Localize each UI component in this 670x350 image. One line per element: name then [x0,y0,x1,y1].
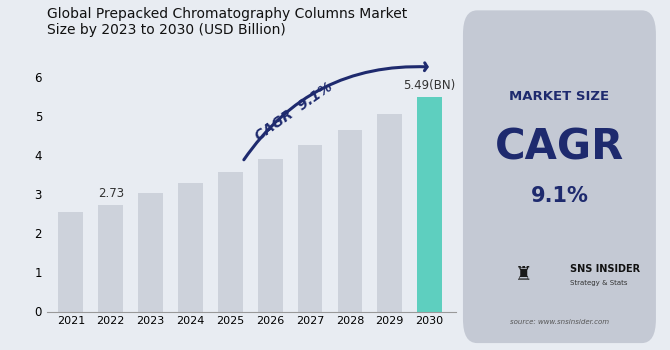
Text: ♜: ♜ [515,265,532,284]
Bar [338,130,362,312]
Text: Strategy & Stats: Strategy & Stats [570,280,627,286]
Text: SNS INSIDER: SNS INSIDER [570,264,640,274]
Text: 9.1%: 9.1% [531,186,588,205]
Bar [138,193,163,312]
Text: Global Prepacked Chromatography Columns Market
Size by 2023 to 2030 (USD Billion: Global Prepacked Chromatography Columns … [47,7,407,37]
Bar [258,159,283,312]
Bar [178,183,203,312]
Bar [377,114,402,312]
Bar [218,172,243,312]
Text: source: www.snsinsider.com: source: www.snsinsider.com [510,320,609,326]
Bar [98,205,123,312]
Bar [58,212,83,312]
Bar [417,97,442,312]
Text: 5.49(BN): 5.49(BN) [403,79,456,92]
FancyBboxPatch shape [463,10,656,343]
Text: CAGR: CAGR [495,127,624,169]
Text: CAGR  9.1%: CAGR 9.1% [253,80,336,144]
Text: MARKET SIZE: MARKET SIZE [509,90,610,103]
Bar [297,145,322,312]
Text: 2.73: 2.73 [98,187,124,199]
